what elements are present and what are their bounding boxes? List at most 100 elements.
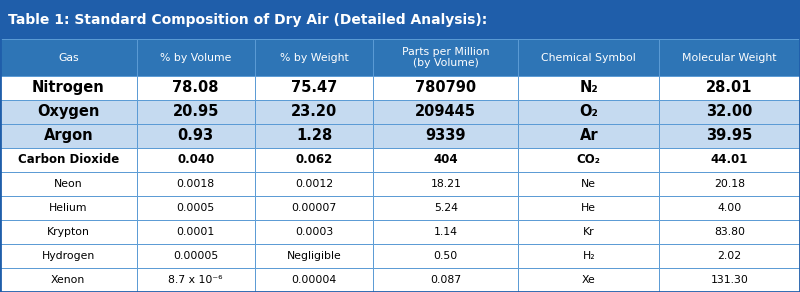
Text: 75.47: 75.47 — [291, 80, 337, 95]
Bar — [374, 268, 518, 292]
Text: 1.14: 1.14 — [434, 227, 458, 237]
Bar — [137, 220, 255, 244]
Text: 20.18: 20.18 — [714, 179, 745, 189]
Text: 23.20: 23.20 — [291, 105, 337, 119]
Bar — [518, 196, 659, 220]
Bar — [374, 100, 518, 124]
Bar — [0, 76, 137, 100]
Text: Chemical Symbol: Chemical Symbol — [542, 53, 636, 63]
Text: 0.0003: 0.0003 — [295, 227, 333, 237]
Text: Ne: Ne — [582, 179, 596, 189]
Text: 28.01: 28.01 — [706, 80, 753, 95]
Text: Carbon Dioxide: Carbon Dioxide — [18, 154, 119, 166]
Text: 20.95: 20.95 — [173, 105, 219, 119]
Text: Neon: Neon — [54, 179, 82, 189]
Bar — [255, 100, 374, 124]
Text: 0.062: 0.062 — [295, 154, 333, 166]
Text: 0.93: 0.93 — [178, 128, 214, 143]
Text: 209445: 209445 — [415, 105, 476, 119]
Text: 0.00007: 0.00007 — [291, 203, 337, 213]
Text: 44.01: 44.01 — [711, 154, 748, 166]
Bar — [518, 76, 659, 100]
Text: He: He — [582, 203, 596, 213]
Text: 404: 404 — [434, 154, 458, 166]
Text: 8.7 x 10⁻⁶: 8.7 x 10⁻⁶ — [169, 275, 223, 285]
Bar — [137, 100, 255, 124]
Bar — [137, 244, 255, 268]
Bar — [374, 39, 518, 76]
Bar — [659, 124, 800, 148]
Text: Oxygen: Oxygen — [37, 105, 99, 119]
Bar — [518, 244, 659, 268]
Text: 9339: 9339 — [426, 128, 466, 143]
Bar — [0, 0, 800, 39]
Text: CO₂: CO₂ — [577, 154, 601, 166]
Text: Hydrogen: Hydrogen — [42, 251, 95, 261]
Text: 0.0001: 0.0001 — [177, 227, 215, 237]
Bar — [374, 244, 518, 268]
Text: Kr: Kr — [583, 227, 594, 237]
Bar — [0, 100, 137, 124]
Text: Molecular Weight: Molecular Weight — [682, 53, 777, 63]
Bar — [0, 196, 137, 220]
Bar — [659, 220, 800, 244]
Bar — [374, 196, 518, 220]
Text: Negligible: Negligible — [286, 251, 342, 261]
Bar — [255, 76, 374, 100]
Text: 0.0012: 0.0012 — [295, 179, 333, 189]
Bar — [659, 172, 800, 196]
Text: 0.040: 0.040 — [177, 154, 214, 166]
Text: 18.21: 18.21 — [430, 179, 462, 189]
Text: 0.087: 0.087 — [430, 275, 462, 285]
Text: Ar: Ar — [579, 128, 598, 143]
Text: Nitrogen: Nitrogen — [32, 80, 105, 95]
Bar — [0, 124, 137, 148]
Bar — [518, 148, 659, 172]
Bar — [659, 76, 800, 100]
Bar — [137, 148, 255, 172]
Bar — [518, 100, 659, 124]
Bar — [374, 76, 518, 100]
Text: 0.0018: 0.0018 — [177, 179, 214, 189]
Bar — [255, 268, 374, 292]
Bar — [255, 220, 374, 244]
Bar — [137, 268, 255, 292]
Bar — [374, 148, 518, 172]
Text: Gas: Gas — [58, 53, 78, 63]
Bar — [659, 268, 800, 292]
Text: Argon: Argon — [43, 128, 93, 143]
Bar — [137, 76, 255, 100]
Text: 5.24: 5.24 — [434, 203, 458, 213]
Text: 2.02: 2.02 — [718, 251, 742, 261]
Text: 780790: 780790 — [415, 80, 476, 95]
Bar — [255, 148, 374, 172]
Text: 4.00: 4.00 — [718, 203, 742, 213]
Bar — [659, 244, 800, 268]
Bar — [137, 39, 255, 76]
Text: 32.00: 32.00 — [706, 105, 753, 119]
Text: 0.00005: 0.00005 — [173, 251, 218, 261]
Bar — [0, 244, 137, 268]
Bar — [255, 244, 374, 268]
Text: 0.0005: 0.0005 — [177, 203, 215, 213]
Bar — [0, 172, 137, 196]
Bar — [659, 148, 800, 172]
Bar — [659, 39, 800, 76]
Text: 39.95: 39.95 — [706, 128, 753, 143]
Bar — [255, 172, 374, 196]
Text: N₂: N₂ — [579, 80, 598, 95]
Bar — [518, 220, 659, 244]
Bar — [374, 172, 518, 196]
Text: % by Volume: % by Volume — [160, 53, 231, 63]
Text: % by Weight: % by Weight — [280, 53, 349, 63]
Text: Table 1: Standard Composition of Dry Air (Detailed Analysis):: Table 1: Standard Composition of Dry Air… — [8, 13, 487, 27]
Text: Xenon: Xenon — [51, 275, 86, 285]
Bar — [374, 124, 518, 148]
Bar — [659, 196, 800, 220]
Text: O₂: O₂ — [579, 105, 598, 119]
Text: 83.80: 83.80 — [714, 227, 745, 237]
Bar — [518, 124, 659, 148]
Text: Xe: Xe — [582, 275, 596, 285]
Bar — [0, 39, 137, 76]
Bar — [137, 196, 255, 220]
